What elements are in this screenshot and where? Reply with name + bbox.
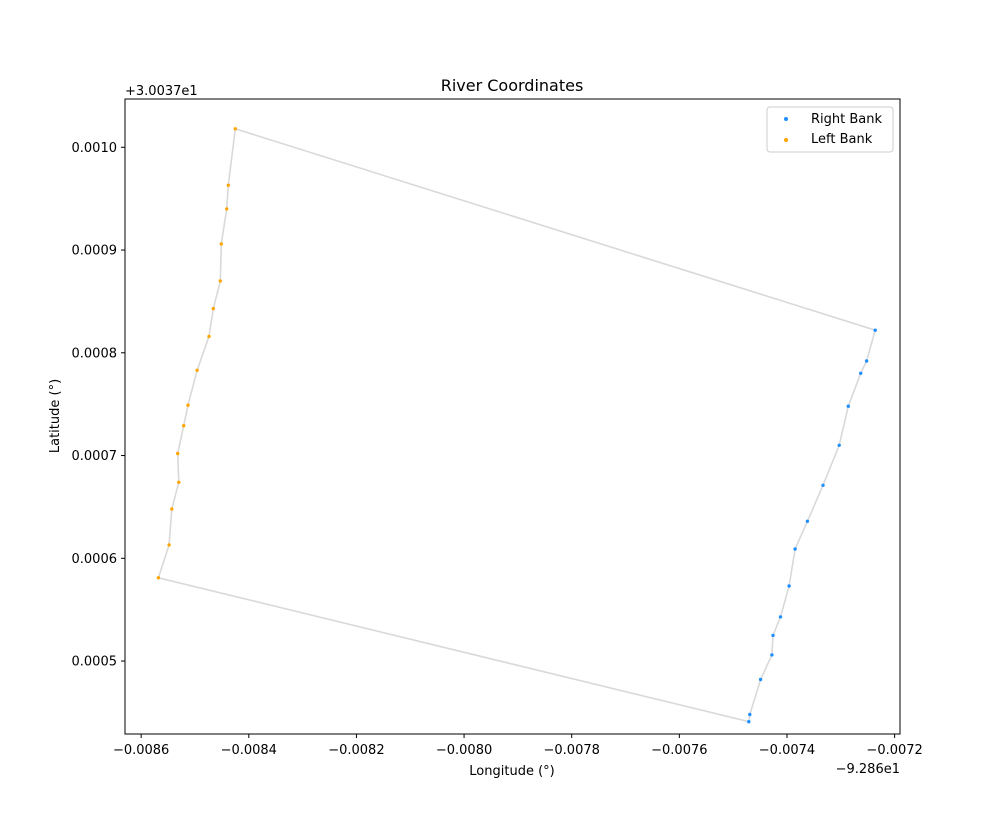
left-bank-point xyxy=(195,368,199,372)
river-outline xyxy=(157,127,876,723)
right-bank-point xyxy=(805,519,810,523)
x-tick-label: −0.0072 xyxy=(866,743,922,758)
left-bank-point xyxy=(176,451,180,456)
left-bank-point xyxy=(170,507,174,511)
right-bank-point xyxy=(864,359,869,363)
left-bank-point xyxy=(177,480,181,484)
x-tick-label: −0.0080 xyxy=(436,743,492,758)
right-bank-point xyxy=(837,443,841,447)
y-axis: 0.0005 0.0006 0.0007 0.0008 0.0009 0.0010 xyxy=(72,141,125,670)
y-tick-label: 0.0006 xyxy=(72,552,118,567)
right-bank-point xyxy=(859,371,863,375)
x-tick-label: −0.0084 xyxy=(221,743,277,758)
left-bank-point xyxy=(226,183,230,187)
x-tick-label: −0.0074 xyxy=(759,743,815,758)
y-tick-label: 0.0008 xyxy=(72,346,118,361)
right-bank-point xyxy=(821,483,825,487)
left-bank-point xyxy=(167,543,171,547)
right-bank-point xyxy=(778,615,783,619)
right-bank-point xyxy=(787,584,791,588)
x-tick-label: −0.0078 xyxy=(544,743,600,758)
legend-marker-left-bank xyxy=(784,138,788,142)
left-bank-point xyxy=(211,306,215,311)
y-tick-label: 0.0009 xyxy=(72,244,118,259)
legend-label-right-bank: Right Bank xyxy=(811,112,882,127)
right-bank-point xyxy=(771,633,775,638)
y-tick-label: 0.0007 xyxy=(72,449,118,464)
legend-label-left-bank: Left Bank xyxy=(811,132,873,147)
y-tick-label: 0.0010 xyxy=(72,141,118,156)
right-bank-point xyxy=(747,720,751,724)
right-bank-point xyxy=(758,677,763,682)
left-bank-point xyxy=(225,207,229,211)
y-axis-label: Latitude (°) xyxy=(48,379,63,453)
left-bank-point xyxy=(207,334,211,339)
chart-title: River Coordinates xyxy=(441,76,584,95)
x-axis-label: Longitude (°) xyxy=(469,764,554,779)
right-bank-point xyxy=(770,653,774,657)
left-bank-point xyxy=(156,576,161,580)
x-tick-label: −0.0082 xyxy=(328,743,384,758)
right-bank-point xyxy=(846,404,850,408)
x-axis: −0.0086 −0.0084 −0.0082 −0.0080 −0.0078 −0.00… xyxy=(113,734,923,758)
left-bank-point xyxy=(219,242,223,246)
x-tick-label: −0.0076 xyxy=(651,743,707,758)
legend: Right Bank Left Bank xyxy=(766,106,894,153)
right-bank-point xyxy=(748,712,752,717)
legend-box xyxy=(766,106,894,153)
right-bank-point xyxy=(793,547,797,551)
y-tick-label: 0.0005 xyxy=(72,655,118,670)
legend-marker-right-bank xyxy=(784,117,788,121)
x-tick-label: −0.0086 xyxy=(113,743,169,758)
y-offset-label: +3.0037e1 xyxy=(125,84,198,99)
left-bank-point xyxy=(186,403,190,407)
left-bank-point xyxy=(182,424,186,428)
x-offset-label: −9.286e1 xyxy=(836,762,900,777)
left-bank-point xyxy=(218,279,222,283)
plot-layer xyxy=(156,127,877,724)
right-bank-point xyxy=(873,328,877,332)
left-bank-point xyxy=(233,127,237,131)
plot-frame xyxy=(124,98,901,735)
